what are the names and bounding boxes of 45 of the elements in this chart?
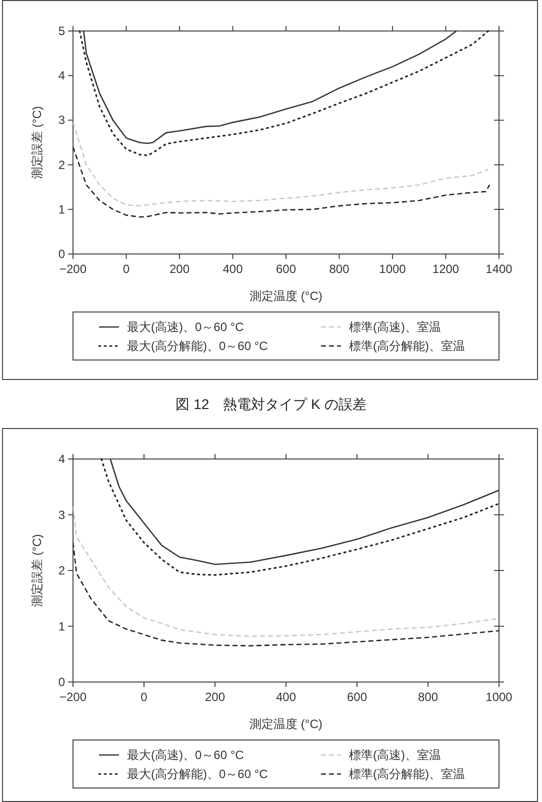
line-series <box>73 542 500 646</box>
x-tick-label: 1200 <box>432 262 460 276</box>
x-axis-title: 測定温度 (°C) <box>250 717 322 731</box>
y-axis-title: 測定誤差 (°C) <box>30 106 44 179</box>
legend-label: 最大(高分解能)、0～60 °C <box>127 339 268 353</box>
line-series <box>73 146 490 218</box>
x-tick-label: 0 <box>140 690 148 704</box>
x-tick-label: 400 <box>276 690 296 704</box>
y-tick-label: 1 <box>58 202 66 216</box>
line-series <box>73 122 489 206</box>
x-tick-label: 600 <box>346 690 368 704</box>
legend-label: 最大(高速)、0～60 °C <box>127 748 244 762</box>
x-tick-label: 800 <box>418 690 438 704</box>
x-tick-label: 200 <box>204 690 226 704</box>
x-tick-label: 1000 <box>379 262 406 276</box>
y-tick-label: 5 <box>58 24 66 38</box>
y-tick-label: 4 <box>58 68 66 83</box>
line-series <box>78 30 490 156</box>
legend-label: 標準(高速)、室温 <box>349 320 441 334</box>
x-tick-label: 1400 <box>486 262 513 276</box>
legend-label: 標準(高速)、室温 <box>349 748 441 762</box>
caption: 図 12 熱電対タイプ K の誤差 <box>174 396 368 414</box>
line-series <box>83 30 458 144</box>
legend-label: 最大(高分解能)、0～60 °C <box>127 767 268 781</box>
legend-label: 最大(高速)、0～60 °C <box>127 320 244 334</box>
x-tick-label: −200 <box>59 262 87 276</box>
x-tick-label: 1000 <box>486 690 513 704</box>
y-tick-label: 2 <box>58 564 66 578</box>
x-tick-label: 0 <box>122 262 130 276</box>
y-tick-label: 3 <box>58 508 66 522</box>
y-tick-label: 0 <box>58 675 66 689</box>
y-tick-label: 0 <box>58 247 66 261</box>
x-tick-label: 600 <box>276 262 296 276</box>
legend-label: 標準(高分解能)、室温 <box>349 339 465 353</box>
y-tick-label: 1 <box>58 619 66 634</box>
legend-label: 標準(高分解能)、室温 <box>349 767 465 781</box>
x-tick-label: 200 <box>169 262 190 276</box>
y-tick-label: 4 <box>58 452 66 466</box>
x-tick-label: 800 <box>329 262 350 276</box>
y-tick-label: 2 <box>58 158 66 172</box>
y-axis-title: 測定誤差 (°C) <box>30 534 44 607</box>
x-axis-title: 測定温度 (°C) <box>250 289 322 303</box>
y-tick-label: 3 <box>58 113 66 128</box>
x-tick-label: −200 <box>59 690 87 704</box>
x-tick-label: 400 <box>222 262 244 276</box>
